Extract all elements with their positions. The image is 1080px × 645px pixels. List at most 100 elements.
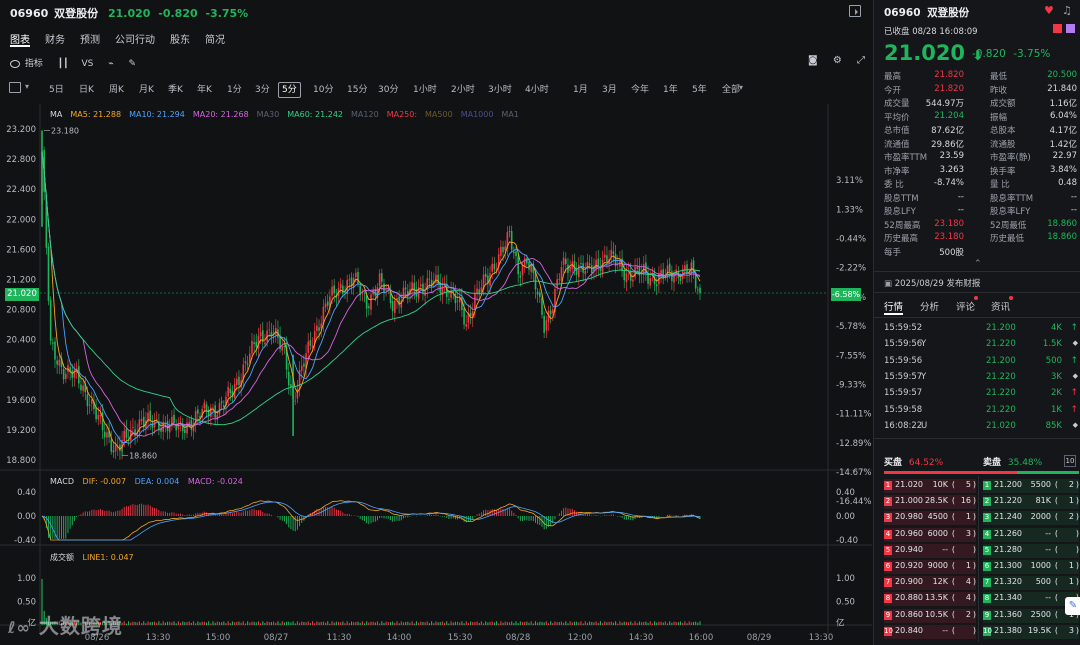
period-17[interactable]: 3月: [602, 85, 617, 95]
quote-title: 06960 双登股份: [884, 5, 969, 20]
expand-chevron-icon[interactable]: ⌃: [974, 259, 982, 269]
bid-row[interactable]: 9 20.860 10.5K(2): [884, 608, 976, 623]
ask-size: 1000: [1030, 561, 1051, 570]
period-20[interactable]: 5年: [692, 85, 707, 95]
tab-1[interactable]: 财务: [45, 35, 65, 46]
period-19[interactable]: 1年: [663, 85, 678, 95]
ma-legend-item[interactable]: MA30: [256, 110, 280, 119]
period-12[interactable]: 1小时: [413, 85, 437, 95]
candle-body: [316, 325, 318, 332]
chart-type-icon[interactable]: [9, 82, 21, 93]
camera-icon[interactable]: ◙: [808, 55, 818, 66]
compare-button[interactable]: VS: [81, 59, 94, 69]
ask-row[interactable]: 3 21.240 2000(2): [983, 511, 1079, 526]
period-9[interactable]: 10分: [313, 85, 334, 95]
ma-legend-item[interactable]: MA1000: [460, 110, 494, 119]
ask-row[interactable]: 1 21.200 5500(2): [983, 479, 1079, 493]
ask-row[interactable]: 2 21.220 81K(1): [983, 495, 1079, 510]
bid-price: 20.980: [895, 512, 923, 522]
settings-icon[interactable]: ⚙: [832, 55, 842, 66]
ma-legend-item[interactable]: MA120: [351, 110, 379, 119]
period-5[interactable]: 年K: [197, 85, 212, 95]
ma-legend-item[interactable]: MA: [50, 110, 63, 119]
candle-body: [203, 402, 206, 409]
bid-row[interactable]: 10 20.840 --(): [884, 624, 976, 639]
bell-icon[interactable]: ♫: [1062, 4, 1072, 17]
bid-row[interactable]: 7 20.900 12K(4): [884, 576, 976, 591]
trade-time: 16:08:22: [884, 420, 923, 431]
period-11[interactable]: 30分: [378, 85, 399, 95]
ask-row[interactable]: 10 21.380 19.5K(3): [983, 624, 1079, 639]
bid-row[interactable]: 2 21.000 28.5K(16): [884, 495, 976, 510]
period-15[interactable]: 4小时: [525, 85, 549, 95]
bid-row[interactable]: 5 20.940 --(): [884, 543, 976, 558]
tab-4[interactable]: 股东: [170, 35, 190, 46]
quote-tab-3[interactable]: 资讯: [991, 302, 1011, 313]
period-10[interactable]: 15分: [347, 85, 368, 95]
feedback-edit-icon[interactable]: ✎: [1065, 597, 1080, 615]
ask-row[interactable]: 4 21.260 --(): [983, 527, 1079, 542]
candlestick-icon[interactable]: ┃┃: [57, 59, 69, 69]
ma-legend-item[interactable]: MA60: 21.242: [287, 110, 344, 119]
ask-level: 10: [983, 626, 992, 636]
ma-legend-item[interactable]: MA250:: [386, 110, 418, 119]
period-7[interactable]: 3分: [255, 85, 270, 95]
bid-row[interactable]: 3 20.980 4500(1): [884, 511, 976, 526]
bid-row[interactable]: 8 20.880 13.5K(4): [884, 592, 976, 607]
pencil-icon[interactable]: ✎: [128, 59, 137, 69]
trade-price: 21.220: [986, 404, 1016, 415]
ma-legend-item[interactable]: MA1: [501, 110, 519, 119]
indicator-icon[interactable]: [10, 59, 20, 68]
bid-row[interactable]: 1 21.020 10K(5): [884, 479, 976, 493]
depth-selector[interactable]: 10: [1064, 455, 1076, 467]
quote-tab-0[interactable]: 行情: [884, 302, 904, 313]
period-6[interactable]: 1分: [227, 85, 242, 95]
ask-row[interactable]: 6 21.300 1000(1): [983, 560, 1079, 574]
tab-5[interactable]: 简况: [205, 35, 225, 46]
ma-legend-item[interactable]: MA20: 21.268: [192, 110, 249, 119]
period-1[interactable]: 日K: [79, 85, 94, 95]
period-16[interactable]: 1月: [573, 85, 588, 95]
tab-3[interactable]: 公司行动: [115, 35, 155, 46]
period-14[interactable]: 3小时: [488, 85, 512, 95]
ma-legend-item[interactable]: MA10: 21.294: [129, 110, 185, 119]
bid-row[interactable]: 6 20.920 9000(1): [884, 560, 976, 574]
chart-type-dropdown-icon[interactable]: ▾: [25, 82, 30, 91]
draw-tool-icon[interactable]: ⌁: [108, 59, 114, 69]
bid-row[interactable]: 4 20.960 6000(3): [884, 527, 976, 542]
price-chart[interactable]: 23.200 22.800 22.400 22.000 21.600 21.200 20.8…: [0, 104, 872, 645]
period-2[interactable]: 周K: [109, 85, 124, 95]
ask-price: 21.360: [994, 609, 1022, 619]
candle-body: [329, 296, 331, 308]
quote-tab-2[interactable]: 评论: [956, 302, 976, 313]
period-4[interactable]: 季K: [168, 85, 183, 95]
ask-row[interactable]: 821.340--(): [983, 592, 1079, 607]
ask-row[interactable]: 5 21.280 --(): [983, 543, 1079, 558]
period-18[interactable]: 今年: [631, 85, 650, 95]
tab-0[interactable]: 图表: [10, 35, 30, 46]
chart-toolbar: 指标 ┃┃ VS ⌁ ✎: [10, 56, 136, 70]
period-0[interactable]: 5日: [49, 85, 64, 95]
fullscreen-icon[interactable]: ⤢: [857, 55, 866, 66]
candle-body: [298, 369, 301, 390]
period-3[interactable]: 月K: [139, 85, 154, 95]
collapse-panel-icon[interactable]: [849, 5, 861, 17]
tab-2[interactable]: 预测: [80, 35, 100, 46]
ma-legend-item[interactable]: MA5: 21.288: [70, 110, 122, 119]
ask-row[interactable]: 7 21.320 500(1): [983, 576, 1079, 591]
favorite-icon[interactable]: ♥: [1044, 4, 1054, 17]
period-8[interactable]: 5分: [278, 82, 301, 98]
period-21[interactable]: 全部: [722, 85, 741, 95]
indicator-button[interactable]: 指标: [24, 59, 43, 69]
candle-body: [435, 274, 437, 283]
stat-value: 23.180: [934, 232, 964, 242]
stat-value: 6.04%: [1049, 110, 1077, 121]
quote-tab-1[interactable]: 分析: [920, 302, 940, 313]
stat-value: 3.84%: [1049, 164, 1077, 175]
bid-level: 6: [884, 562, 892, 571]
period-more-icon[interactable]: ▾: [739, 83, 744, 92]
ask-count-open: (: [1054, 528, 1058, 538]
period-13[interactable]: 2小时: [451, 85, 475, 95]
ma-legend-item[interactable]: MA500: [425, 110, 453, 119]
